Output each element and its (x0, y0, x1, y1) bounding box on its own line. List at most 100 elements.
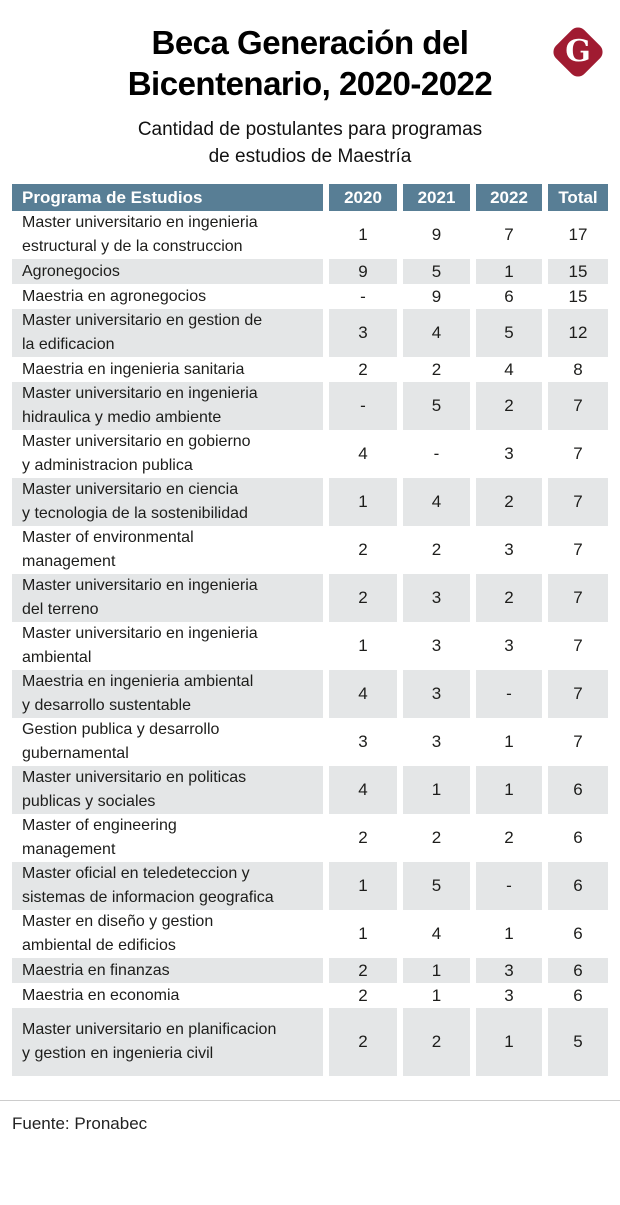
value-cell: 7 (542, 670, 608, 718)
value-cell: 5 (397, 259, 470, 284)
value-cell: 9 (397, 284, 470, 309)
value-cell: 1 (470, 766, 542, 814)
value-cell: 1 (397, 958, 470, 983)
value-cell: 5 (397, 862, 470, 910)
table-row: Master of engineering management 2 2 2 6 (12, 814, 608, 862)
column-header-2020: 2020 (323, 184, 397, 211)
table-row: Master universitario en planificacion y … (12, 1008, 608, 1076)
value-cell: - (323, 284, 397, 309)
program-cell: Master universitario en planificacion y … (12, 1008, 323, 1076)
value-cell: 1 (397, 983, 470, 1008)
value-cell: 7 (542, 478, 608, 526)
program-cell: Maestria en finanzas (12, 958, 323, 983)
value-cell: 1 (323, 910, 397, 958)
value-cell: 2 (470, 382, 542, 430)
value-cell: 2 (470, 478, 542, 526)
value-cell: 3 (323, 718, 397, 766)
program-cell: Master universitario en ingenieria ambie… (22, 625, 258, 666)
value-cell: 4 (323, 766, 397, 814)
subtitle: Cantidad de postulantes para programas d… (137, 119, 483, 167)
value-cell: 5 (542, 1008, 608, 1076)
value-cell: 7 (542, 574, 608, 622)
value-cell: 12 (542, 309, 608, 357)
value-cell: 2 (470, 814, 542, 862)
column-header-2021: 2021 (397, 184, 470, 211)
table-row: Master en diseño y gestion ambiental de … (12, 910, 608, 958)
column-header-programa: Programa de Estudios (12, 184, 323, 211)
table-row: Gestion publica y desarrollo gubernament… (12, 718, 608, 766)
table-row: Master oficial en teledeteccion y sistem… (12, 862, 608, 910)
value-cell: 7 (470, 211, 542, 259)
program-cell: Master universitario en politicas public… (12, 766, 323, 814)
value-cell: 2 (323, 526, 397, 574)
value-cell: 3 (397, 622, 470, 670)
program-cell: Master of engineering management (22, 817, 177, 858)
table-row: Master universitario en ingenieria del t… (12, 574, 608, 622)
value-cell: 7 (542, 382, 608, 430)
applicants-table: Programa de Estudios 2020 2021 2022 Tota… (12, 184, 608, 1076)
program-cell: Agronegocios (12, 259, 323, 284)
value-cell: 3 (470, 526, 542, 574)
table-row: Master universitario en ingenieria estru… (12, 211, 608, 259)
value-cell: 4 (323, 670, 397, 718)
value-cell: - (323, 382, 397, 430)
table-row: Agronegocios 9 5 1 15 (12, 259, 608, 284)
program-cell: Master universitario en ingenieria hidra… (12, 382, 323, 430)
value-cell: 5 (470, 309, 542, 357)
value-cell: 6 (470, 284, 542, 309)
value-cell: 3 (470, 622, 542, 670)
program-cell: Master universitario en gestion de la ed… (12, 309, 323, 357)
value-cell: 2 (323, 958, 397, 983)
table-row: Master universitario en gestion de la ed… (12, 309, 608, 357)
table-header-row: Programa de Estudios 2020 2021 2022 Tota… (12, 184, 608, 211)
table-row: Maestria en economia 2 1 3 6 (12, 983, 608, 1008)
value-cell: 15 (542, 259, 608, 284)
value-cell: 3 (470, 430, 542, 478)
value-cell: 1 (323, 211, 397, 259)
page-title: Beca Generación del Bicentenario, 2020-2… (127, 24, 493, 102)
value-cell: 7 (542, 526, 608, 574)
value-cell: 3 (397, 670, 470, 718)
program-cell: Maestria en ingenieria ambiental y desar… (12, 670, 323, 718)
value-cell: 3 (470, 983, 542, 1008)
value-cell: 1 (470, 910, 542, 958)
value-cell: 2 (323, 814, 397, 862)
value-cell: 4 (397, 309, 470, 357)
value-cell: 4 (397, 478, 470, 526)
value-cell: 4 (397, 910, 470, 958)
value-cell: 7 (542, 718, 608, 766)
value-cell: 3 (397, 718, 470, 766)
program-cell: Master of environmental management (22, 529, 194, 570)
value-cell: 2 (470, 574, 542, 622)
value-cell: 2 (397, 357, 470, 382)
value-cell: 1 (323, 862, 397, 910)
value-cell: 3 (323, 309, 397, 357)
table-row: Maestria en agronegocios -9 6 15 (12, 284, 608, 309)
value-cell: 2 (397, 526, 470, 574)
program-cell: Gestion publica y desarrollo gubernament… (22, 721, 220, 762)
value-cell: 2 (323, 983, 397, 1008)
value-cell: 6 (542, 958, 608, 983)
program-cell: Master universitario en gobierno y admin… (22, 433, 251, 474)
value-cell: 5 (397, 382, 470, 430)
table-body: Master universitario en ingenieria estru… (12, 211, 608, 1076)
program-cell: Maestria en economia (22, 986, 180, 1004)
value-cell: 1 (470, 718, 542, 766)
value-cell: 1 (470, 1008, 542, 1076)
value-cell: 2 (323, 1008, 397, 1076)
value-cell: 7 (542, 622, 608, 670)
program-cell: Master universitario en ciencia y tecnol… (12, 478, 323, 526)
program-cell: Master en diseño y gestion ambiental de … (22, 913, 214, 954)
table-row: Maestria en ingenieria ambiental y desar… (12, 670, 608, 718)
value-cell: 6 (542, 766, 608, 814)
value-cell: 6 (542, 814, 608, 862)
table-row: Master universitario en politicas public… (12, 766, 608, 814)
value-cell: 1 (323, 622, 397, 670)
value-cell: 17 (542, 211, 608, 259)
program-cell: Master oficial en teledeteccion y sistem… (12, 862, 323, 910)
value-cell: 1 (397, 766, 470, 814)
column-header-total: Total (542, 184, 608, 211)
column-header-2022: 2022 (470, 184, 542, 211)
value-cell: 9 (323, 259, 397, 284)
